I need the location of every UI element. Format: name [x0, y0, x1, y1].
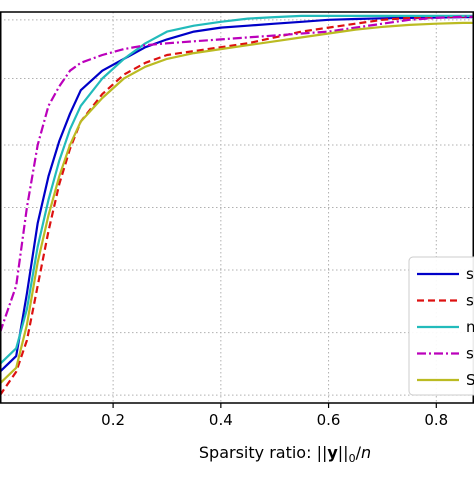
x-axis: 0.2 0.4 0.6 0.8	[101, 403, 448, 429]
x-tick-label: 0.4	[209, 411, 233, 429]
x-tick-label: 0.6	[317, 411, 341, 429]
x-tick-label: 0.8	[424, 411, 448, 429]
x-axis-label-mid: ||	[338, 443, 349, 462]
x-axis-label: Sparsity ratio: ||y||0/n	[199, 443, 371, 465]
legend-label: s	[466, 265, 474, 283]
x-axis-label-prefix: Sparsity ratio: ||	[199, 443, 327, 462]
legend-label: S	[466, 371, 474, 389]
series-lines	[0, 14, 474, 396]
x-axis-label-suffix: /	[356, 443, 362, 462]
plot-frame	[0, 11, 474, 404]
series-line-5	[0, 21, 474, 385]
legend-label: s	[466, 345, 474, 363]
series-line-3	[0, 14, 474, 365]
series-line-4	[0, 15, 474, 333]
legend-label: s	[466, 292, 474, 310]
x-axis-label-subscript: 0	[349, 452, 356, 465]
series-line-1	[0, 16, 474, 373]
legend-label: n	[466, 318, 474, 336]
x-axis-label-italic: n	[361, 443, 371, 462]
x-tick-label: 0.2	[101, 411, 125, 429]
x-axis-label-bold: y	[327, 443, 338, 462]
series-line-2	[0, 15, 474, 396]
